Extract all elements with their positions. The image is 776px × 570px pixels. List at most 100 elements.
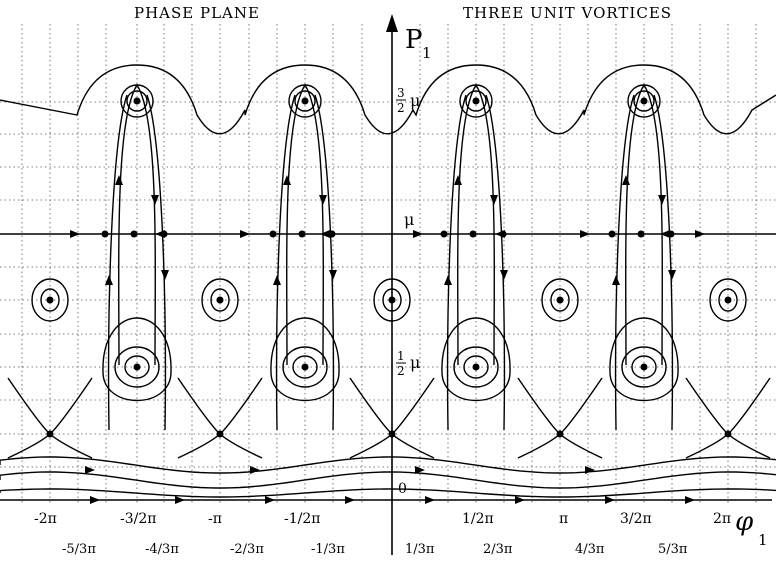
- flow-arrow-icon: [580, 230, 590, 238]
- lower-center-point: [472, 363, 480, 371]
- x-tick-minus-2-3pi: -2/3π: [230, 542, 264, 557]
- saddle-point: [608, 230, 616, 238]
- saddle-point: [637, 230, 645, 238]
- tall-loop-trajectory: [118, 83, 156, 366]
- flow-arrow-icon: [320, 230, 330, 238]
- lower-cycle: [441, 317, 511, 402]
- saddle-point: [440, 230, 448, 238]
- flow-arrow-icon: [85, 466, 95, 474]
- lower-cycle: [270, 317, 340, 402]
- mid-cycle: [550, 288, 570, 312]
- lower-cycle: [453, 346, 499, 388]
- saddle-point: [269, 230, 277, 238]
- x-tick-pi: π: [559, 511, 568, 527]
- equilibrium-points: [46, 97, 732, 438]
- top-cycle: [627, 84, 661, 118]
- lower-center-point: [301, 363, 309, 371]
- x-tick-4-3pi: 4/3π: [575, 542, 605, 557]
- flow-arrow-icon: [585, 466, 595, 474]
- lower-cycle: [102, 317, 172, 402]
- lower-wave-trajectory: [0, 471, 776, 489]
- x-tick-2-3pi: 2/3π: [483, 542, 513, 557]
- flow-arrow-icon: [283, 175, 291, 185]
- top-cycle: [294, 90, 316, 112]
- top-center-point: [640, 97, 648, 105]
- mid-cycle: [709, 278, 747, 322]
- trajectories: [0, 64, 776, 498]
- mid-cycle: [31, 278, 69, 322]
- origin-label: 0: [398, 481, 407, 497]
- x-tick-2pi: 2π: [713, 511, 731, 527]
- flow-arrow-icon: [695, 230, 705, 238]
- flow-arrow-icon: [658, 195, 666, 205]
- x-tick-1-2pi: 1/2π: [462, 511, 494, 527]
- flow-arrow-icon: [250, 466, 260, 474]
- mid-center-point: [46, 296, 54, 304]
- lower-wave-trajectory: [0, 488, 776, 498]
- flow-arrow-icon: [115, 175, 123, 185]
- separatrix-branch: [275, 94, 335, 431]
- top-center-point: [301, 97, 309, 105]
- top-center-point: [472, 97, 480, 105]
- y-axis-label-sub: 1: [422, 44, 432, 62]
- top-cycle: [465, 90, 487, 112]
- flow-arrow-icon: [329, 270, 337, 280]
- y-level-mu: μ: [404, 210, 414, 229]
- x-tick-minus-3-2pi: -3/2π: [120, 511, 156, 527]
- tall-loop-trajectory: [457, 83, 495, 366]
- flow-arrow-icon: [454, 175, 462, 185]
- x-axis-label-sub: 1: [758, 531, 768, 549]
- lower-cycle: [631, 355, 657, 379]
- flow-arrow-icon: [105, 275, 113, 285]
- top-cycle: [459, 84, 493, 118]
- mid-cycle: [201, 278, 239, 322]
- x-tick-1-3pi: 1/3π: [405, 542, 435, 557]
- x-tick-5-3pi: 5/3π: [658, 542, 688, 557]
- flow-arrow-icon: [444, 275, 452, 285]
- upper-wave-trajectory: [0, 64, 776, 135]
- flow-arrow-icon: [240, 230, 250, 238]
- x-tick-3-2pi: 3/2π: [620, 511, 652, 527]
- y-level-one-half-num: 1: [397, 349, 405, 363]
- flow-arrow-icon: [660, 230, 670, 238]
- tall-loop-trajectory: [625, 83, 663, 366]
- top-cycle: [126, 90, 148, 112]
- top-cycle: [288, 84, 322, 118]
- y-level-three-half-unit: μ: [410, 91, 420, 110]
- x-tick-minus-5-3pi: -5/3π: [62, 542, 96, 557]
- mid-center-point: [556, 296, 564, 304]
- flow-arrow-icon: [612, 275, 620, 285]
- saddle-point: [328, 230, 336, 238]
- mid-center-point: [216, 296, 224, 304]
- title-left: PHASE PLANE: [134, 4, 260, 22]
- x-tick-minus-4-3pi: -4/3π: [145, 542, 179, 557]
- hyperbolic-point: [724, 430, 732, 438]
- lower-cycle: [621, 346, 667, 388]
- flow-arrow-icon: [70, 230, 80, 238]
- y-level-three-half-num: 3: [397, 86, 405, 100]
- top-cycle: [120, 84, 154, 118]
- y-axis-label: P: [405, 25, 423, 55]
- hyperbolic-point: [46, 430, 54, 438]
- x-tick-minus-pi: -π: [208, 511, 222, 527]
- flow-arrow-icon: [413, 230, 423, 238]
- mid-cycle: [541, 278, 579, 322]
- lower-cycle: [282, 346, 328, 388]
- flow-arrow-icon: [151, 195, 159, 205]
- lower-cycle: [463, 355, 489, 379]
- top-cycle: [633, 90, 655, 112]
- tall-loop-trajectory: [286, 83, 324, 366]
- x-tick-labels: -2π -3/2π -π -1/2π 1/2π π 3/2π 2π: [34, 511, 731, 527]
- lower-wave-trajectory: [0, 456, 776, 474]
- x-tick-third-labels: -5/3π -4/3π -2/3π -1/3π 1/3π 2/3π 4/3π 5…: [62, 542, 688, 557]
- x-tick-minus-2pi: -2π: [34, 511, 57, 527]
- lower-cycle: [124, 355, 150, 379]
- x-tick-minus-1-2pi: -1/2π: [284, 511, 320, 527]
- flow-arrow-icon: [415, 466, 425, 474]
- saddle-point: [499, 230, 507, 238]
- mid-cycle: [40, 288, 60, 312]
- mid-cycle: [210, 288, 230, 312]
- hyperbolic-point: [556, 430, 564, 438]
- title-right: THREE UNIT VORTICES: [463, 4, 673, 22]
